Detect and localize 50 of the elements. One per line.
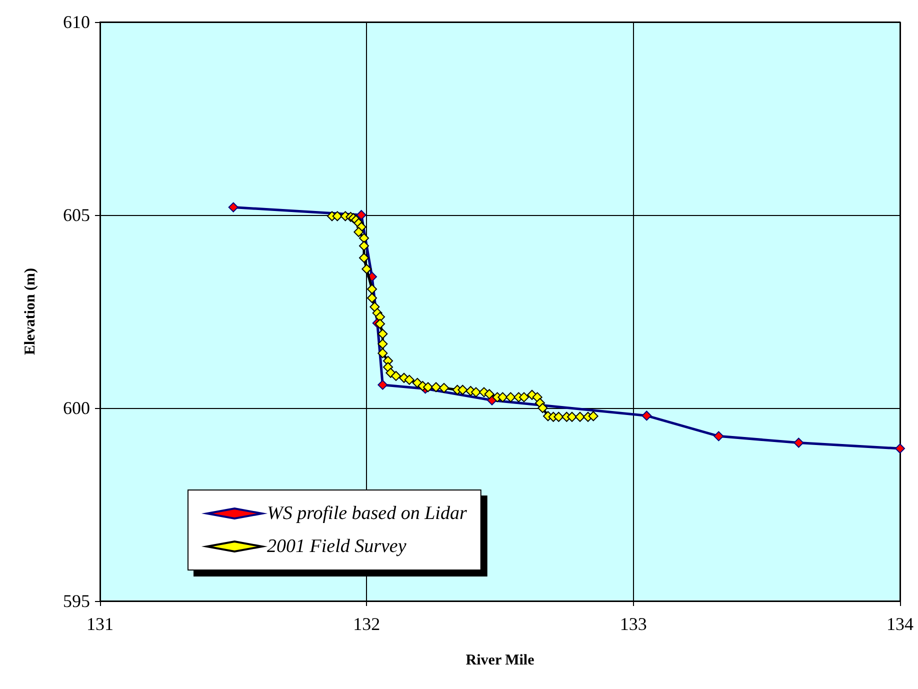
x-tick-label: 132 xyxy=(353,614,380,634)
point xyxy=(332,211,342,222)
legend-label: WS profile based on Lidar xyxy=(267,503,468,524)
x-tick-label: 133 xyxy=(620,614,647,634)
point xyxy=(588,411,598,422)
point xyxy=(359,240,369,251)
point xyxy=(431,382,441,392)
point xyxy=(362,264,372,274)
point xyxy=(378,328,388,339)
legend-label: 2001 Field Survey xyxy=(267,536,407,557)
point xyxy=(506,392,516,402)
point xyxy=(378,380,388,390)
point xyxy=(378,338,388,349)
point xyxy=(532,392,542,402)
y-tick-label: 600 xyxy=(63,398,90,418)
point xyxy=(538,403,548,413)
y-axis-title: Elevation (m) xyxy=(22,268,38,356)
point xyxy=(391,370,401,381)
x-axis-title: River Mile xyxy=(466,652,535,668)
point xyxy=(367,292,377,303)
point xyxy=(642,410,652,421)
point xyxy=(458,384,468,395)
point xyxy=(367,284,377,294)
point xyxy=(567,412,577,422)
point xyxy=(375,318,385,329)
point xyxy=(359,233,369,244)
point xyxy=(423,382,433,392)
point xyxy=(484,389,494,400)
point xyxy=(794,438,804,448)
point xyxy=(498,392,508,402)
x-tick-label: 131 xyxy=(86,614,114,634)
point xyxy=(404,374,414,385)
point xyxy=(370,302,380,312)
point xyxy=(575,412,585,422)
point xyxy=(439,382,449,393)
y-tick-label: 595 xyxy=(63,591,90,611)
point xyxy=(375,312,385,322)
point xyxy=(354,226,364,237)
point xyxy=(359,252,369,263)
point xyxy=(356,210,366,220)
point xyxy=(228,202,238,212)
point xyxy=(554,412,564,422)
y-tick-label: 610 xyxy=(63,12,90,32)
y-tick-label: 605 xyxy=(63,205,90,225)
point xyxy=(519,392,529,402)
point xyxy=(895,444,905,454)
point xyxy=(471,387,481,398)
point xyxy=(714,431,724,442)
x-tick-label: 134 xyxy=(886,614,914,634)
point xyxy=(378,348,388,358)
